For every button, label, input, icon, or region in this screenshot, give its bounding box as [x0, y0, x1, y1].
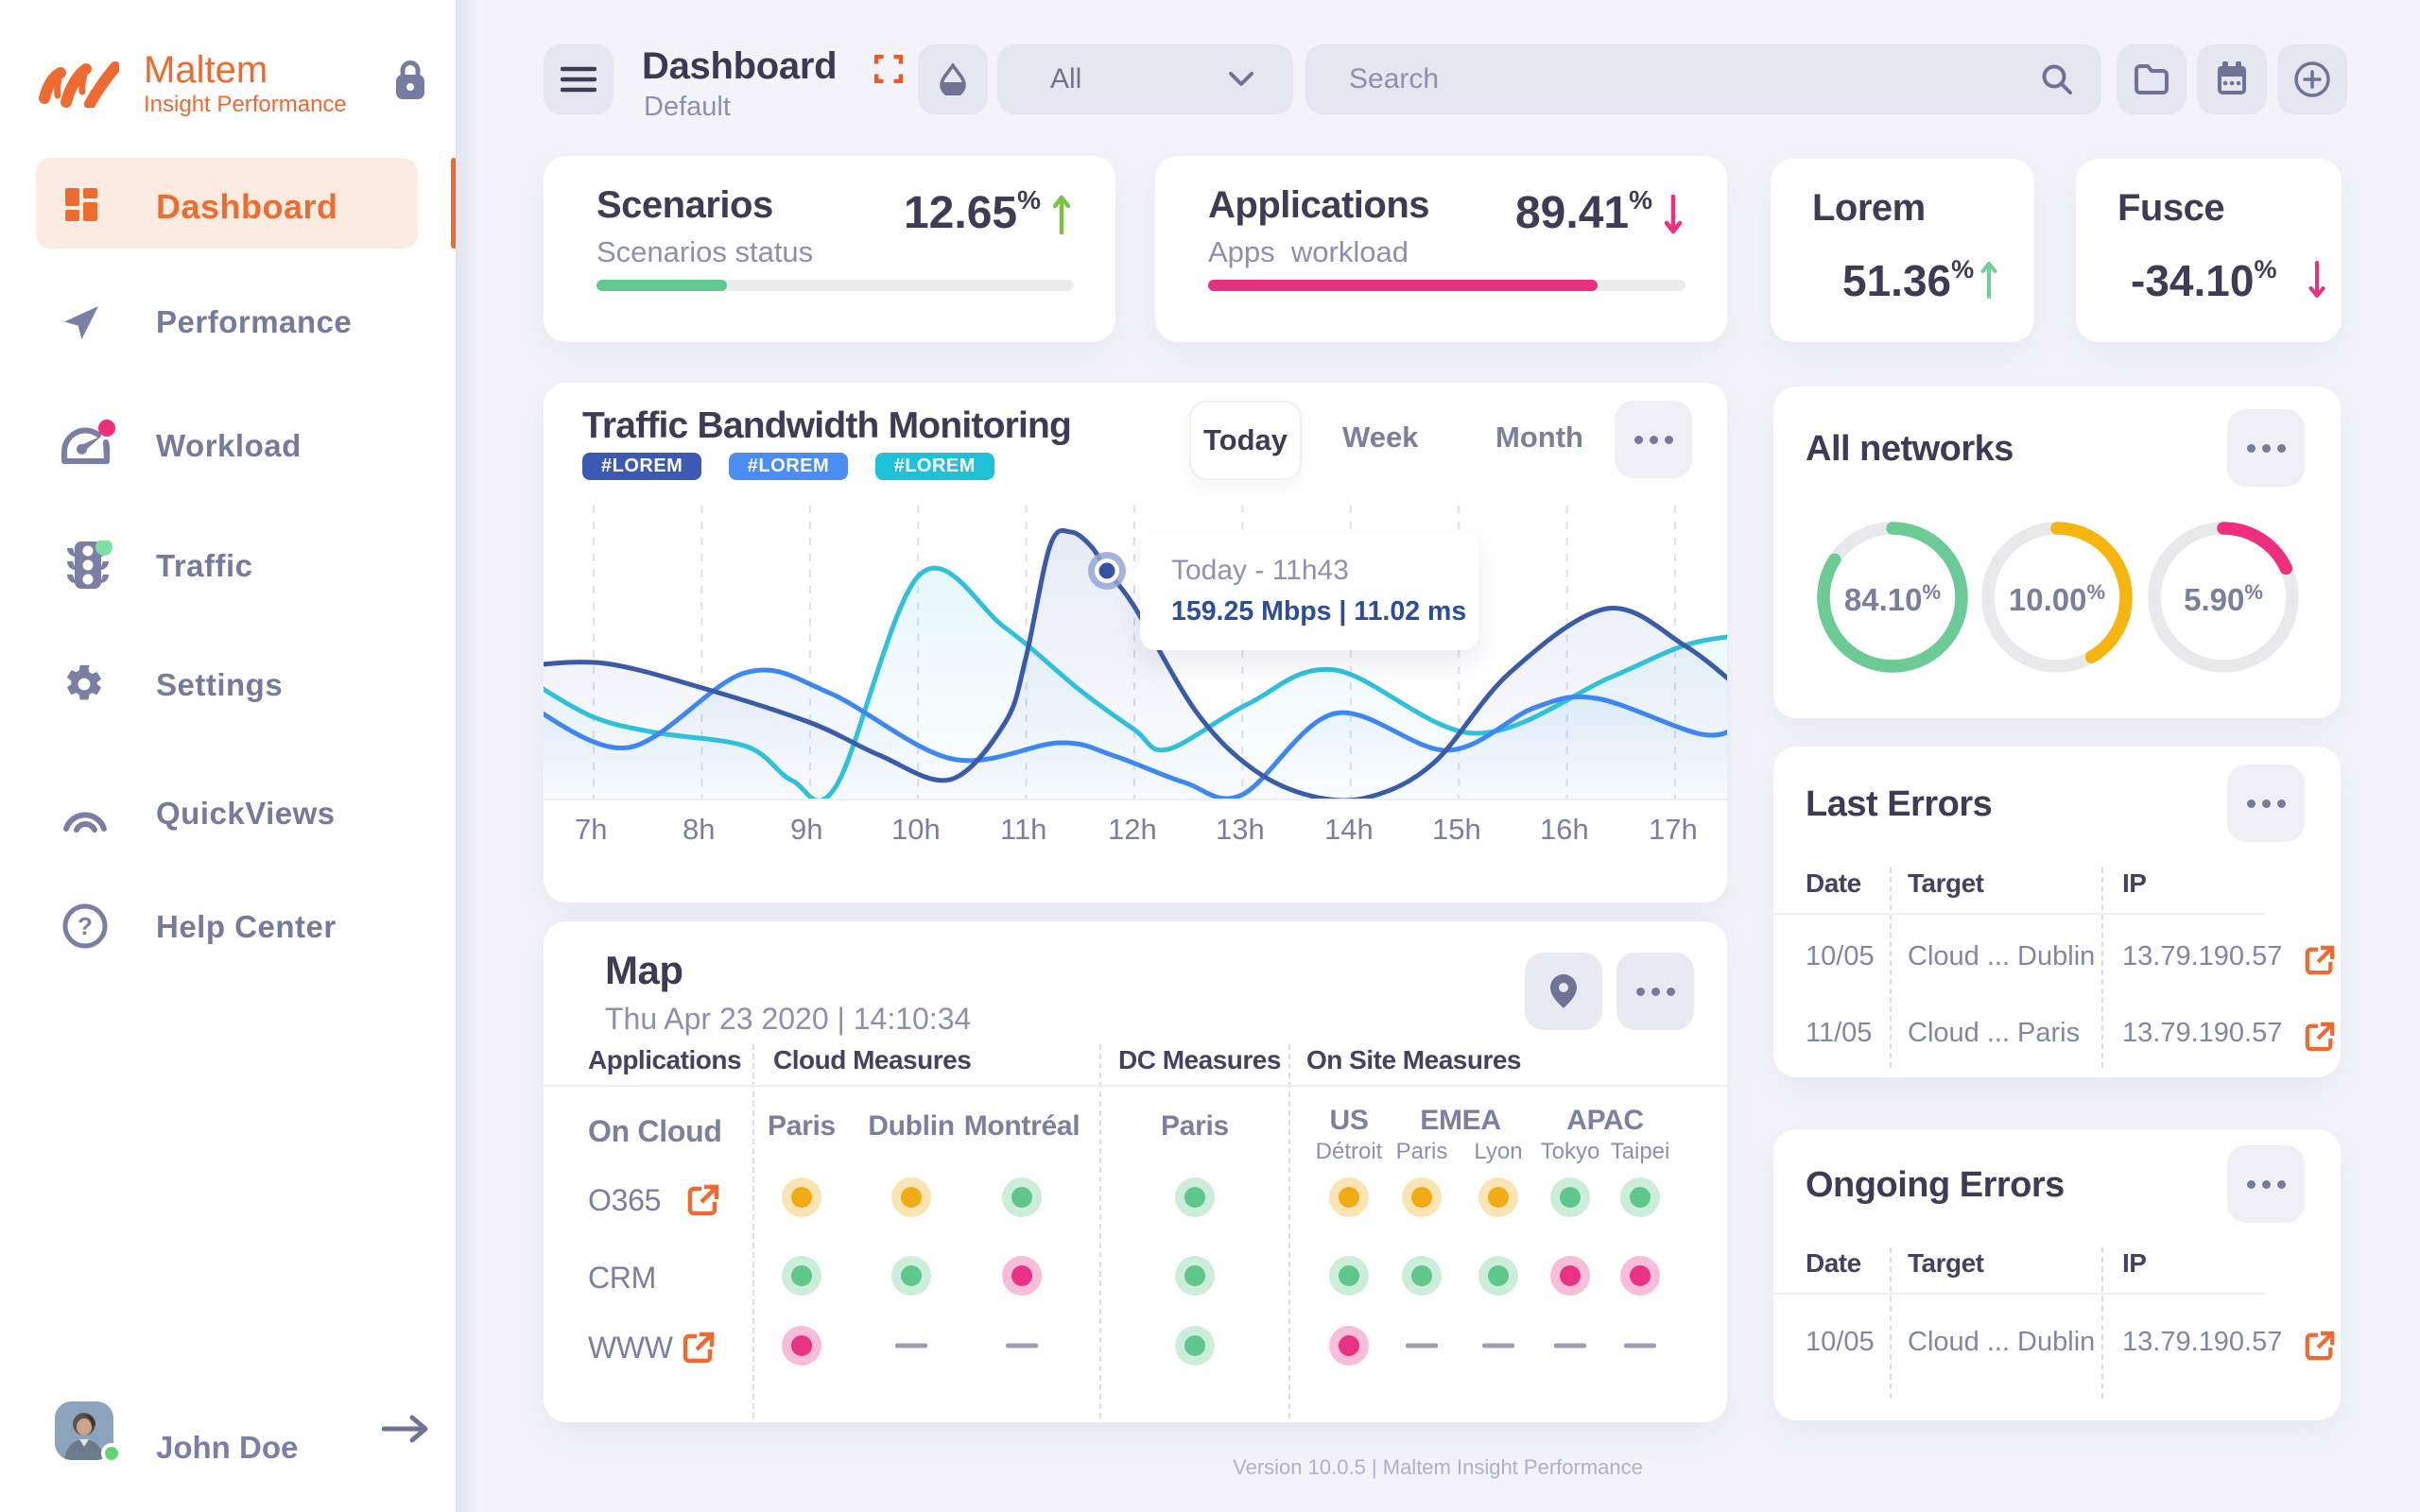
svg-text:5.90%: 5.90%: [2184, 580, 2263, 617]
svg-text:84.10%: 84.10%: [1844, 580, 1941, 617]
svg-text:10.00%: 10.00%: [2009, 580, 2105, 617]
svg-text:?: ?: [78, 912, 93, 940]
